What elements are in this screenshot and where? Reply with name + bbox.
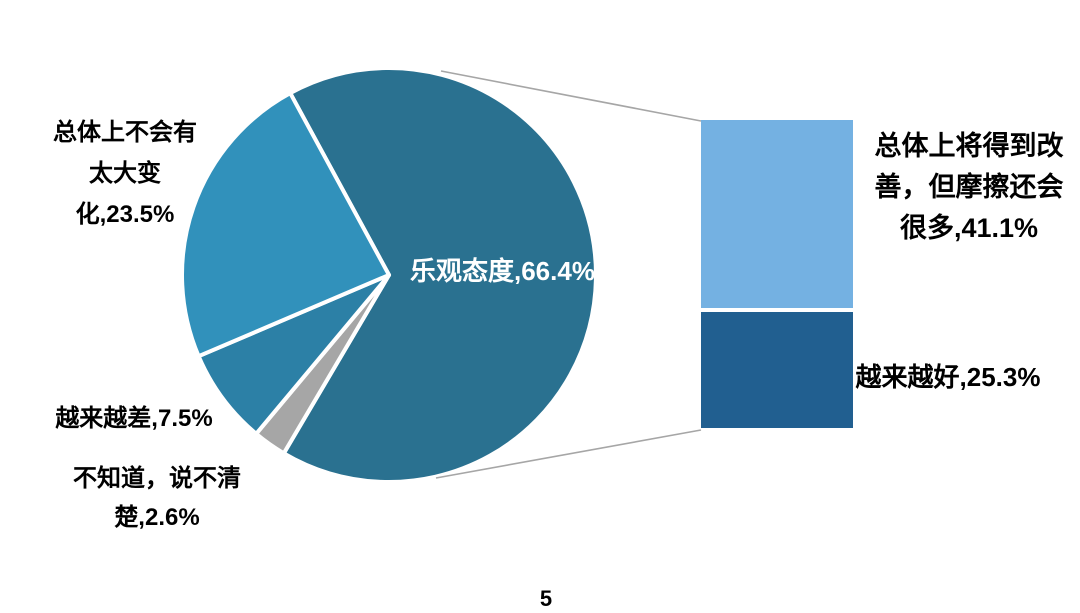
label-slice-dont-know: 不知道，说不清 楚,2.6% [73,465,241,531]
breakdown-stacked-bar [701,120,853,428]
page-number: 5 [539,586,553,611]
pie-group [180,66,598,484]
label-bar-improve-with-friction: 总体上将得到改 善，但摩擦还会 很多,41.1% [874,131,1064,243]
label-slice-getting-worse: 越来越差,7.5% [55,405,213,432]
label-slice-no-big-change: 总体上不会有 太大变 化,23.5% [53,119,197,228]
bar-segment-1 [701,312,853,428]
label-slice-optimistic: 乐观态度,66.4% [410,256,595,286]
connector-line-bottom [435,429,702,479]
connector-line-top [440,70,702,122]
pie-slice-3 [180,91,391,359]
bar-segment-0 [701,120,853,309]
label-bar-better-and-better: 越来越好,25.3% [855,362,1041,392]
pie-slice-0 [281,66,598,484]
